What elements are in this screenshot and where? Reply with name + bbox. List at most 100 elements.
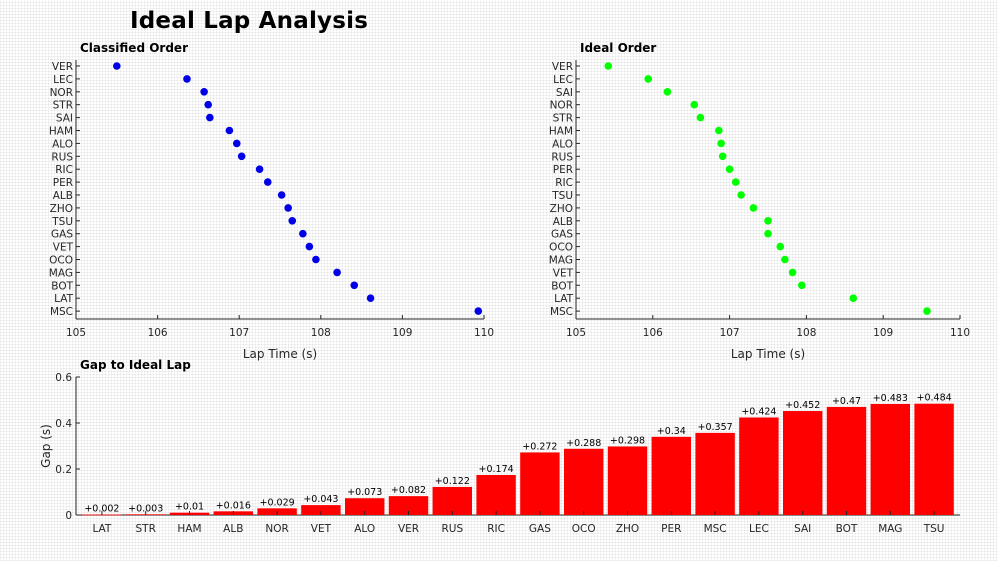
gap-bar-value-label: +0.043 xyxy=(303,494,338,505)
ideal-x-tick-label: 105 xyxy=(566,327,586,339)
gap-x-tick-label: SAI xyxy=(794,523,811,535)
ideal-point-per xyxy=(725,165,734,173)
gap-x-tick-label: PER xyxy=(661,523,681,535)
gap-bar-vet xyxy=(301,505,341,515)
classified-point-nor xyxy=(200,88,208,96)
ideal-point-lat xyxy=(849,294,858,303)
ideal-y-tick-label: RIC xyxy=(555,177,573,189)
gap-bar-gas xyxy=(520,452,560,515)
gap-x-tick-label: RIC xyxy=(487,523,505,535)
gap-bar-value-label: +0.003 xyxy=(128,503,163,514)
classified-y-tick-label: VER xyxy=(52,61,73,73)
gap-bar-ver xyxy=(388,496,429,515)
classified-point-per xyxy=(263,178,272,186)
gap-bar-lec xyxy=(739,417,779,515)
ideal-y-tick-label: SAI xyxy=(556,87,573,99)
classified-point-mag xyxy=(333,268,341,277)
gap-bar-value-label: +0.484 xyxy=(917,393,952,404)
ideal-point-vet xyxy=(788,268,797,277)
classified-point-str xyxy=(204,100,212,109)
gap-chart-title: Gap to Ideal Lap xyxy=(80,358,191,372)
classified-x-tick-label: 106 xyxy=(148,327,168,339)
ideal-point-bot xyxy=(797,281,806,290)
classified-y-tick-label: GAS xyxy=(51,229,73,241)
gap-bar-rus xyxy=(432,486,473,515)
ideal-x-tick-label: 109 xyxy=(873,327,893,339)
ideal-y-tick-label: PER xyxy=(553,164,573,176)
classified-point-oco xyxy=(312,255,320,264)
ideal-point-msc xyxy=(923,307,931,315)
ideal-y-tick-label: LAT xyxy=(554,293,573,305)
gap-bar-alo xyxy=(344,498,385,515)
ideal-point-tsu xyxy=(737,191,745,199)
classified-y-tick-label: TSU xyxy=(51,216,73,228)
gap-x-tick-label: MSC xyxy=(704,523,727,535)
gap-bar-value-label: +0.174 xyxy=(479,464,514,475)
gap-bar-tsu xyxy=(914,403,954,515)
ideal-point-rus xyxy=(718,152,727,161)
classified-x-tick-label: 109 xyxy=(392,327,412,339)
ideal-point-ver xyxy=(604,62,613,70)
ideal-point-gas xyxy=(764,229,772,238)
ideal-y-tick-label: BOT xyxy=(551,280,573,292)
ideal-y-tick-label: STR xyxy=(553,113,573,125)
classified-point-ric xyxy=(255,165,264,173)
ideal-x-tick-label: 110 xyxy=(950,327,970,339)
classified-y-tick-label: ALO xyxy=(52,138,73,150)
classified-point-vet xyxy=(305,242,314,251)
classified-y-tick-label: BOT xyxy=(51,280,73,292)
ideal-y-tick-label: ZHO xyxy=(550,203,573,215)
gap-bar-value-label: +0.34 xyxy=(657,426,686,437)
gap-bar-value-label: +0.483 xyxy=(873,393,908,404)
gap-bar-value-label: +0.002 xyxy=(84,504,119,515)
gap-y-tick-label: 0 xyxy=(65,510,72,522)
ideal-y-tick-label: NOR xyxy=(550,100,573,112)
gap-y-tick-label: 0.4 xyxy=(55,418,72,430)
gap-bar-zho xyxy=(607,446,648,515)
gap-x-tick-label: VET xyxy=(311,523,332,535)
ideal-y-tick-label: LEC xyxy=(553,74,573,86)
ideal-y-tick-label: HAM xyxy=(549,126,573,138)
ideal-point-ham xyxy=(715,126,723,135)
classified-point-lec xyxy=(183,75,191,83)
classified-chart-title: Classified Order xyxy=(80,41,188,55)
ideal-y-tick-label: RUS xyxy=(551,151,573,163)
classified-y-tick-label: MSC xyxy=(50,306,73,318)
gap-bar-mag xyxy=(870,403,911,515)
classified-point-msc xyxy=(474,307,483,315)
classified-y-tick-label: LEC xyxy=(53,74,73,86)
gap-bar-value-label: +0.47 xyxy=(832,396,861,407)
gap-x-tick-label: TSU xyxy=(923,523,945,535)
classified-y-tick-label: ZHO xyxy=(50,203,73,215)
ideal-y-tick-label: GAS xyxy=(551,229,573,241)
gap-bar-per xyxy=(651,436,692,515)
classified-point-ham xyxy=(225,126,234,135)
classified-point-bot xyxy=(350,281,359,290)
gap-bar-value-label: +0.082 xyxy=(391,485,426,496)
classified-point-tsu xyxy=(288,217,297,225)
classified-point-zho xyxy=(284,204,292,212)
gap-y-tick-label: 0.6 xyxy=(55,372,72,384)
gap-bar-oco xyxy=(563,448,604,515)
ideal-point-nor xyxy=(690,100,699,109)
ideal-point-str xyxy=(696,113,705,122)
ideal-x-axis-label: Lap Time (s) xyxy=(731,347,805,361)
ideal-point-oco xyxy=(776,242,785,251)
page-title: Ideal Lap Analysis xyxy=(130,8,369,34)
gap-x-tick-label: LAT xyxy=(92,523,111,535)
classified-y-tick-label: NOR xyxy=(50,87,73,99)
gap-bar-sai xyxy=(782,411,823,515)
gap-x-tick-label: HAM xyxy=(177,523,201,535)
ideal-y-tick-label: VER xyxy=(552,61,573,73)
ideal-point-alo xyxy=(717,139,725,148)
classified-point-rus xyxy=(237,152,246,161)
ideal-point-lec xyxy=(644,75,652,83)
classified-x-tick-label: 105 xyxy=(66,327,86,339)
gap-bar-value-label: +0.029 xyxy=(260,497,295,508)
classified-x-tick-label: 107 xyxy=(229,327,249,339)
gap-bar-value-label: +0.288 xyxy=(566,438,601,449)
ideal-point-alb xyxy=(764,217,772,225)
classified-y-tick-label: PER xyxy=(53,177,73,189)
classified-y-tick-label: RIC xyxy=(55,164,73,176)
